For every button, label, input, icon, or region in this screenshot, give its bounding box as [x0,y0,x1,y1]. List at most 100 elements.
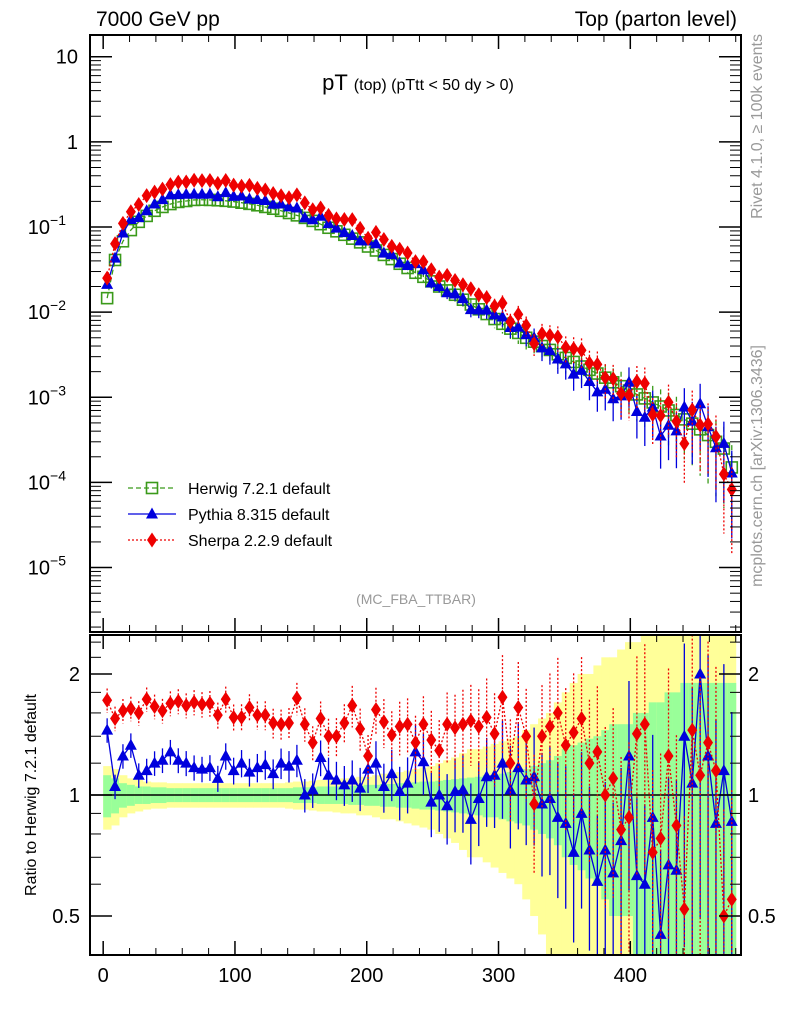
data-point-sherpa [197,173,208,189]
ratio-point-pythia [615,834,628,846]
main-frame [89,34,742,633]
series-sherpa [102,172,737,556]
data-point-pythia [536,341,549,353]
ratio-point-sherpa [181,697,192,713]
ratio-point-pythia [132,768,145,780]
data-point-sherpa [252,180,263,196]
data-point-pythia [282,200,295,212]
data-point-sherpa [149,184,160,200]
plot-title-sub: (top) (pTtt < 50 dy > 0) [354,77,514,94]
ratio-point-pythia [725,814,738,826]
data-point-sherpa [568,341,579,357]
data-point-sherpa [402,245,413,261]
ratio-point-sherpa [647,844,658,860]
ratio-point-sherpa [513,700,524,716]
ratio-point-sherpa [165,695,176,711]
data-point-sherpa [315,200,326,216]
ratio-point-sherpa [434,743,445,759]
series-line-sherpa [106,179,733,490]
data-point-sherpa [473,287,484,303]
data-point-sherpa [378,231,389,247]
ratio-point-pythia [654,927,667,939]
ratio-point-sherpa [481,709,492,725]
ratio-point-sherpa [426,732,437,748]
y-tick-label: 10−4 [28,467,66,494]
data-point-sherpa [125,204,136,220]
ratio-point-sherpa [631,726,642,742]
data-point-sherpa [489,298,500,314]
ratio-point-pythia [109,779,122,791]
data-point-sherpa [410,254,421,270]
ratio-point-pythia [678,729,691,741]
ratio-point-sherpa [307,735,318,751]
ratio-point-pythia [385,767,398,779]
data-point-pythia [662,418,675,430]
data-point-sherpa [513,306,524,322]
data-point-sherpa [418,254,429,270]
ratio-point-sherpa [457,716,468,732]
data-point-sherpa [189,172,200,188]
legend-marker-pythia [146,507,158,519]
data-point-pythia [156,193,169,205]
x-tick-label: 200 [350,965,383,987]
ratio-point-pythia [180,756,193,768]
ratio-point-sherpa [189,694,200,710]
data-point-sherpa [584,355,595,371]
data-point-sherpa [481,290,492,306]
legend-item-pythia: Pythia 8.315 default [128,507,330,524]
data-point-sherpa [687,402,698,418]
y-tick-label: 10−5 [28,553,66,580]
ratio-point-sherpa [600,787,611,803]
data-point-sherpa [331,211,342,227]
x-tick-label: 0 [98,965,109,987]
x-tick-label: 100 [218,965,251,987]
ratio-point-sherpa [386,727,397,743]
data-point-sherpa [370,224,381,240]
data-point-sherpa [671,413,682,429]
data-point-sherpa [592,356,603,372]
data-point-pythia [630,405,643,417]
ratio-point-sherpa [410,735,421,751]
ratio-point-sherpa [505,755,516,771]
inner-uncertainty-band [103,775,112,818]
ratio-point-pythia [101,723,114,735]
ratio-point-pythia [172,753,185,765]
data-point-pythia [259,194,272,206]
data-point-sherpa [497,295,508,311]
ratio-point-sherpa [125,701,136,717]
ratio-point-pythia [227,764,240,776]
data-point-pythia [172,188,185,200]
data-point-sherpa [339,212,350,228]
ratio-point-pythia [496,756,509,768]
ratio-point-pythia [607,866,620,878]
data-point-sherpa [323,207,334,223]
ratio-point-pythia [717,764,730,776]
data-point-sherpa [616,386,627,402]
ratio-point-pythia [709,816,722,828]
ratio-point-sherpa [141,691,152,707]
ratio-point-pythia [567,845,580,857]
data-point-pythia [377,246,390,258]
data-point-sherpa [394,241,405,257]
ratio-point-sherpa [378,714,389,730]
ratio-point-pythia [124,738,137,750]
data-point-pythia [227,189,240,201]
data-point-pythia [180,187,193,199]
data-point-pythia [346,228,359,240]
ratio-point-pythia [401,776,414,788]
ratio-y-tick-label: 2 [69,664,80,686]
ratio-point-pythia [354,781,367,793]
ratio-point-pythia [259,758,272,770]
ratio-point-pythia [417,755,430,767]
ratio-point-pythia [591,874,604,886]
data-point-pythia [338,226,351,238]
data-point-sherpa [434,269,445,285]
ratio-point-pythia [638,877,651,889]
inner-uncertainty-band [656,702,666,955]
data-point-sherpa [426,262,437,278]
ratio-point-sherpa [560,737,571,753]
y-tick-exponent: −3 [50,382,66,398]
ratio-point-pythia [662,858,675,870]
ratio-point-pythia [306,783,319,795]
ratio-point-pythia [330,773,343,785]
